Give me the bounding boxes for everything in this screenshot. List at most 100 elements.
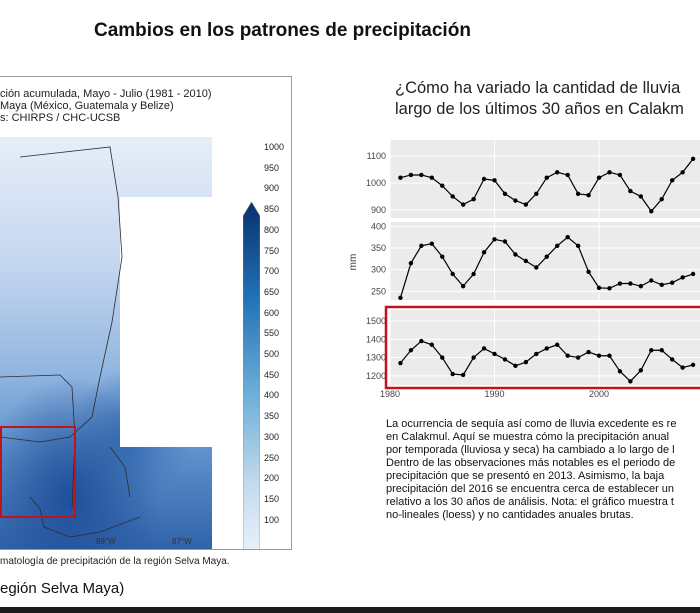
data-point — [471, 271, 476, 277]
y-tick-label: 1000 — [366, 178, 386, 188]
data-point — [523, 258, 529, 264]
data-point — [649, 348, 654, 353]
data-point — [628, 281, 633, 286]
y-axis-label: mm — [348, 254, 359, 271]
data-point — [690, 156, 696, 162]
data-point — [680, 365, 685, 370]
data-point — [398, 295, 403, 301]
data-point — [649, 209, 654, 214]
x-tick-label: 1980 — [380, 389, 400, 398]
data-point — [502, 239, 508, 244]
paragraph-line: precipitación que se presentó en 2013. A… — [386, 470, 665, 482]
data-point — [628, 188, 633, 194]
right-title-line-2: largo de los últimos 30 años en Calakm — [395, 100, 684, 118]
y-tick-label: 1200 — [366, 371, 386, 381]
colorbar — [243, 202, 260, 549]
chart-panel-1 — [390, 140, 700, 218]
data-point — [596, 353, 602, 358]
data-point — [659, 282, 664, 288]
bottom-text: egión Selva Maya) — [0, 580, 125, 597]
data-point — [607, 286, 612, 291]
data-point — [617, 172, 623, 178]
data-point — [419, 338, 424, 344]
colorbar-label: 450 — [264, 369, 280, 380]
colorbar-label: 350 — [264, 411, 280, 422]
data-point — [523, 202, 529, 207]
chart-highlight-box — [384, 305, 700, 390]
y-tick-label: 300 — [371, 265, 386, 275]
precipitation-map — [0, 137, 212, 549]
data-point — [492, 178, 497, 183]
data-point — [502, 191, 508, 196]
data-point — [513, 363, 518, 368]
data-point — [596, 175, 602, 180]
data-point — [429, 175, 435, 180]
colorbar-label: 750 — [264, 245, 280, 256]
y-tick-label: 900 — [371, 205, 386, 215]
colorbar-label: 950 — [264, 162, 280, 173]
map-header-line-2: Maya (México, Guatemala y Belize) — [0, 100, 174, 112]
colorbar-label: 150 — [264, 493, 280, 504]
data-point — [638, 283, 644, 289]
colorbar-label: 300 — [264, 431, 280, 442]
data-point — [471, 196, 476, 202]
y-tick-label: 1500 — [366, 316, 386, 326]
paragraph-line: relativo a los 30 años de análisis. Nota… — [386, 496, 674, 508]
lon-label-89w: 89°W — [96, 537, 116, 546]
footer-bar — [0, 607, 700, 613]
lon-label-87w: 87°W — [172, 537, 192, 546]
data-point — [690, 362, 696, 368]
colorbar-label: 650 — [264, 286, 280, 297]
data-point — [513, 252, 518, 257]
colorbar-label: 1000 — [264, 142, 285, 152]
data-point — [586, 192, 591, 198]
x-tick-label: 1990 — [484, 389, 504, 398]
data-point — [544, 254, 549, 259]
y-tick-label: 400 — [371, 221, 386, 231]
data-point — [680, 170, 685, 175]
y-tick-label: 1300 — [366, 353, 386, 363]
data-point — [596, 285, 602, 291]
data-point — [481, 176, 487, 182]
data-point — [565, 353, 570, 358]
data-point — [575, 243, 581, 249]
data-point — [460, 202, 466, 207]
colorbar-label: 900 — [264, 183, 280, 194]
data-point — [565, 234, 570, 240]
data-point — [450, 371, 455, 377]
paragraph-line: por temporada (lluviosa y seca) ha cambi… — [386, 444, 675, 456]
data-point — [440, 254, 445, 259]
data-point — [398, 360, 403, 366]
colorbar-label: 700 — [264, 266, 280, 277]
colorbar-label: 600 — [264, 307, 280, 318]
data-point — [649, 278, 654, 283]
data-point — [460, 372, 466, 378]
paragraph-line: no-lineales (loess) y no cantidades anua… — [386, 509, 634, 521]
colorbar-label: 200 — [264, 473, 280, 484]
colorbar-label: 400 — [264, 390, 280, 401]
data-point — [565, 172, 570, 178]
map-header-line-3: s: CHIRPS / CHC-UCSB — [0, 112, 121, 124]
data-point — [419, 172, 424, 178]
data-point — [669, 357, 675, 362]
data-point — [544, 175, 549, 180]
y-tick-label: 250 — [371, 286, 386, 296]
data-point — [638, 368, 644, 373]
data-point — [502, 357, 508, 362]
data-point — [460, 283, 466, 289]
data-point — [492, 351, 497, 357]
data-point — [492, 237, 497, 242]
data-point — [523, 359, 529, 365]
data-point — [607, 353, 612, 358]
data-point — [534, 265, 539, 270]
colorbar-label: 800 — [264, 224, 280, 235]
data-point — [680, 275, 685, 280]
data-point — [638, 194, 644, 199]
y-tick-label: 1100 — [367, 151, 386, 161]
colorbar-label: 500 — [264, 349, 280, 359]
data-point — [669, 280, 675, 285]
data-point — [617, 281, 623, 286]
map-highlight-box — [0, 426, 76, 518]
data-point — [440, 183, 445, 188]
y-tick-label: 1400 — [366, 334, 386, 344]
